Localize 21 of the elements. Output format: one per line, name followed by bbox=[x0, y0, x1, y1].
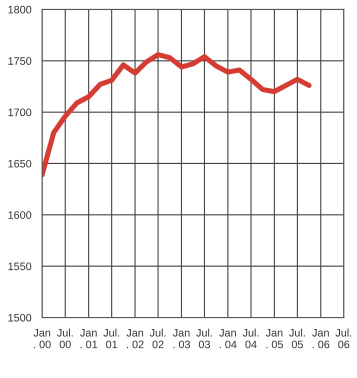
y-tick-label: 1600 bbox=[8, 211, 32, 219]
y-tick-label: 1750 bbox=[8, 57, 32, 65]
x-tick-label: Jul. 05 bbox=[289, 328, 305, 348]
x-tick-label: Jan . 04 bbox=[219, 329, 237, 348]
x-tick-label: Jan . 05 bbox=[266, 329, 283, 348]
y-tick-label: 1500 bbox=[8, 314, 32, 322]
x-tick-label: Jan . 03 bbox=[172, 329, 190, 348]
x-tick-label: Jan . 06 bbox=[312, 329, 330, 348]
x-tick-label: Jul. 03 bbox=[196, 328, 212, 348]
x-tick-label: Jan . 01 bbox=[80, 329, 98, 348]
x-tick-label: Jan . 00 bbox=[34, 329, 51, 348]
x-tick-label: Jan . 02 bbox=[126, 329, 144, 348]
x-tick-label: Jul. 04 bbox=[242, 328, 258, 348]
x-tick-label: Jul. 00 bbox=[57, 328, 73, 348]
y-tick-label: 1550 bbox=[8, 262, 32, 270]
y-tick-label: 1650 bbox=[8, 160, 32, 168]
x-tick-label: Jul. 02 bbox=[150, 328, 166, 348]
y-tick-label: 1700 bbox=[8, 108, 32, 116]
x-tick-label: Jul. 01 bbox=[103, 328, 120, 348]
x-tick-label: Jul. 06 bbox=[336, 328, 352, 348]
y-tick-label: 1800 bbox=[8, 6, 32, 14]
